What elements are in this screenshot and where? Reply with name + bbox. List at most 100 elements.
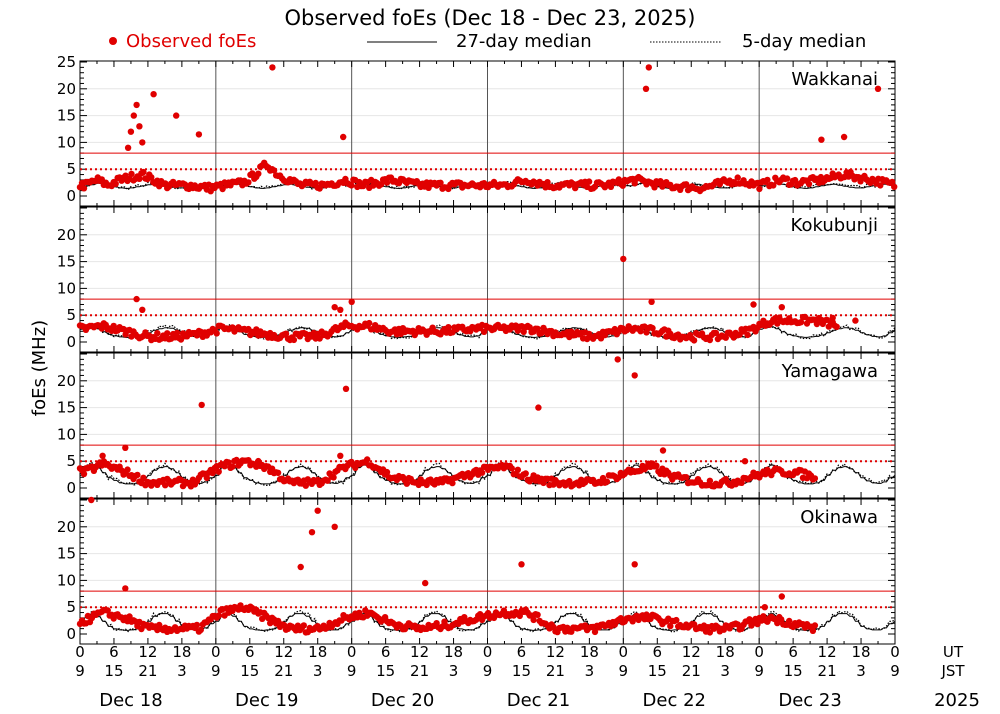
station-name: Okinawa (800, 507, 878, 528)
observed-point (139, 306, 146, 313)
observed-point (734, 621, 741, 628)
x-tick-ut-label: 0 (890, 643, 900, 661)
observed-point (255, 170, 262, 177)
observed-point (136, 123, 143, 130)
y-tick-label: 20 (57, 372, 76, 390)
y-tick-label: 15 (57, 399, 76, 417)
observed-point (122, 444, 129, 451)
x-tick-jst-label: 3 (177, 662, 187, 680)
observed-point (645, 64, 652, 71)
observed-point (364, 456, 371, 463)
observed-point (133, 295, 140, 303)
chart-title: Observed foEs (Dec 18 - Dec 23, 2025) (284, 6, 695, 30)
observed-point (127, 128, 135, 135)
x-tick-ut-label: 0 (754, 643, 764, 661)
observed-point (756, 185, 763, 193)
legend-observed-label: Observed foEs (126, 31, 256, 52)
x-tick-ut-label: 18 (716, 643, 735, 661)
observed-point (649, 324, 656, 332)
x-tick-jst-label: 15 (648, 662, 667, 680)
observed-point (614, 356, 621, 363)
observed-point (150, 91, 157, 98)
x-tick-jst-label: 9 (211, 662, 221, 680)
observed-point (215, 612, 222, 619)
observed-point (297, 563, 304, 571)
y-tick-label: 5 (66, 306, 76, 324)
y-tick-label: 10 (57, 425, 76, 443)
observed-point (133, 101, 140, 109)
observed-point (706, 336, 714, 344)
observed-point (667, 622, 674, 630)
x-tick-ut-label: 12 (546, 643, 565, 661)
observed-point (198, 401, 205, 409)
observed-point (522, 470, 529, 477)
observed-point (270, 167, 278, 174)
observed-point (274, 469, 282, 476)
observed-point (631, 372, 638, 379)
x-tick-ut-label: 12 (274, 643, 293, 661)
legend-5day-label: 5-day median (742, 31, 866, 52)
observed-point (833, 323, 840, 330)
observed-point (891, 183, 898, 190)
x-tick-ut-label: 12 (138, 643, 157, 661)
legend-27day-label: 27-day median (456, 31, 592, 52)
observed-point (603, 478, 611, 485)
observed-point (620, 255, 627, 263)
observed-point (786, 617, 793, 625)
y-tick-label: 0 (66, 187, 76, 205)
y-tick-label: 5 (66, 160, 76, 178)
x-tick-ut-label: 6 (788, 643, 798, 661)
observed-point (889, 178, 896, 186)
observed-point (683, 181, 690, 188)
observed-point (314, 507, 321, 514)
observed-point (173, 112, 180, 119)
y-tick-label: 0 (66, 333, 76, 351)
x-tick-jst-label: 9 (75, 662, 85, 680)
observed-point (797, 319, 805, 326)
x-axis-ut-label: UT (943, 643, 964, 661)
x-tick-jst-label: 15 (104, 662, 123, 680)
x-tick-jst-label: 9 (890, 662, 900, 680)
observed-point (134, 471, 141, 479)
station-name: Kokubunji (791, 215, 878, 236)
x-tick-jst-label: 3 (720, 662, 730, 680)
x-tick-jst-label: 9 (754, 662, 764, 680)
station-panels: 0 5 10 15 20 25 Wakkanai 0 5 10 15 20 Kokubunji 0 5 10 1… (57, 53, 898, 645)
observed-point (203, 474, 210, 481)
observed-point (126, 613, 133, 620)
observed-point (316, 185, 323, 192)
y-tick-label: 5 (66, 452, 76, 470)
observed-point (648, 298, 655, 305)
observed-point (148, 174, 155, 181)
x-day-label: Dec 23 (778, 690, 841, 711)
observed-point (659, 447, 667, 454)
observed-point (813, 320, 821, 328)
observed-point (805, 180, 813, 188)
observed-point (282, 330, 290, 337)
observed-point (818, 136, 825, 143)
observed-point (514, 466, 521, 473)
x-tick-ut-label: 6 (653, 643, 663, 661)
x-tick-jst-label: 3 (856, 662, 866, 680)
observed-point (422, 579, 429, 587)
observed-point (566, 477, 573, 485)
observed-point (811, 475, 819, 482)
x-day-label: Dec 21 (507, 690, 570, 711)
x-day-label: Dec 22 (643, 690, 706, 711)
observed-point (104, 607, 111, 614)
observed-point (445, 324, 452, 331)
observed-point (225, 459, 232, 466)
x-tick-jst-label: 15 (376, 662, 395, 680)
observed-point (741, 458, 749, 465)
observed-point (366, 319, 373, 327)
observed-point (290, 336, 298, 344)
observed-point (342, 385, 350, 392)
observed-point (195, 131, 203, 138)
observed-point (330, 474, 337, 481)
observed-point (651, 184, 658, 191)
x-tick-jst-label: 3 (449, 662, 459, 680)
x-tick-ut-label: 18 (308, 643, 327, 661)
x-tick-ut-label: 0 (619, 643, 629, 661)
observed-point (809, 627, 817, 634)
